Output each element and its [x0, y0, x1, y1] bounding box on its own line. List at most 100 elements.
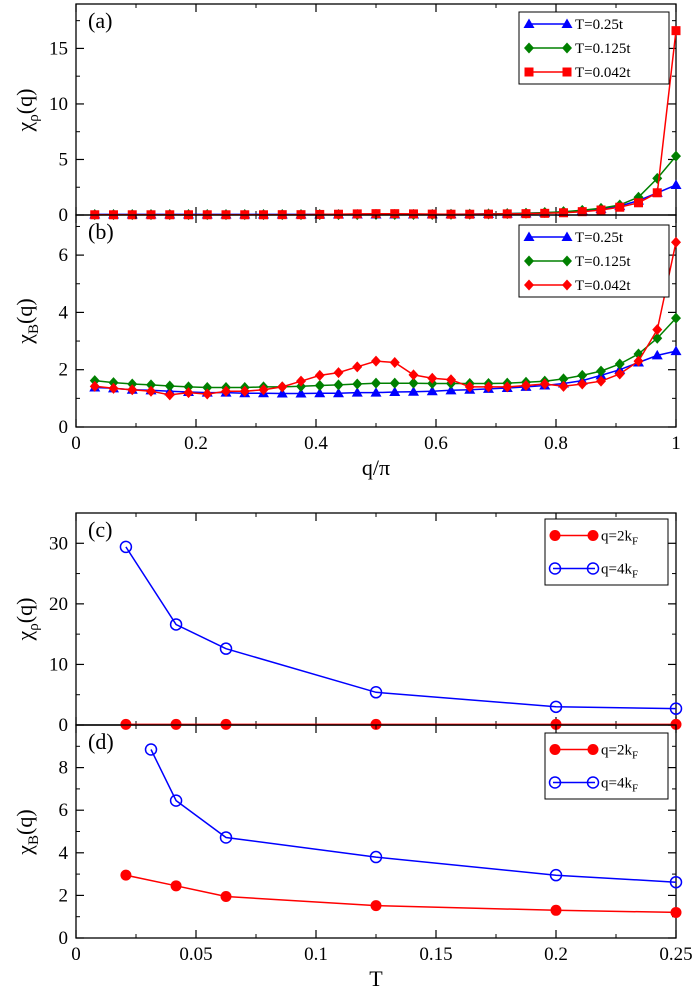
data-point	[596, 205, 606, 215]
data-point	[427, 209, 437, 219]
data-point	[219, 831, 233, 844]
legend: q=2kF q=4kF	[544, 518, 669, 586]
legend-marker	[549, 744, 561, 755]
data-point	[445, 384, 457, 395]
legend-label: T=0.25t	[575, 17, 624, 33]
data-point	[409, 209, 418, 219]
data-point	[615, 202, 625, 212]
data-point	[351, 387, 363, 397]
data-point	[333, 379, 344, 391]
legend-marker	[524, 255, 534, 267]
x-tick-label: 0.6	[424, 433, 448, 454]
x-tick-label: 0	[71, 433, 81, 454]
data-point	[670, 345, 682, 356]
series-2	[89, 312, 681, 393]
data-point	[183, 387, 194, 399]
y-axis-label: χρ(q)	[12, 89, 42, 133]
data-point	[427, 372, 438, 384]
data-point	[652, 188, 662, 198]
legend-marker	[524, 67, 534, 77]
data-point	[483, 381, 494, 393]
data-point	[389, 386, 401, 397]
legend: T=0.25t T=0.125t T=0.042t	[518, 11, 670, 85]
data-point	[170, 880, 182, 892]
series-2	[144, 743, 683, 889]
data-point	[333, 387, 344, 398]
data-point	[164, 389, 175, 401]
data-point	[369, 686, 383, 699]
data-point	[390, 209, 400, 219]
data-point	[221, 385, 231, 397]
data-point	[670, 179, 682, 190]
legend: T=0.25t T=0.125t T=0.042t	[518, 224, 670, 298]
data-point	[369, 850, 383, 864]
data-point	[558, 373, 569, 385]
data-point	[671, 150, 681, 162]
data-point	[108, 377, 119, 389]
data-point	[89, 380, 100, 392]
y-tick-label: 6	[59, 245, 69, 266]
data-point	[371, 355, 381, 367]
panel-label: (b)	[88, 219, 114, 244]
series-3	[89, 236, 681, 401]
x-tick-label: 0	[71, 944, 81, 965]
y-tick-label: 2	[59, 360, 69, 381]
data-point	[502, 209, 512, 219]
y-tick-label: 2	[59, 885, 69, 906]
data-point	[276, 387, 288, 398]
data-point	[314, 369, 325, 381]
data-point	[521, 379, 531, 391]
data-point	[408, 377, 419, 389]
legend-marker	[561, 231, 573, 241]
x-tick-label: 0.8	[544, 433, 568, 454]
legend-marker	[523, 18, 535, 28]
data-point	[465, 209, 475, 219]
panel-label: (a)	[88, 8, 112, 33]
y-axis-label: χB(q)	[12, 809, 42, 855]
data-point	[596, 365, 606, 377]
y-axis-label: χρ(q)	[12, 598, 42, 642]
y-tick-label: 5	[59, 149, 69, 170]
data-point	[652, 332, 663, 344]
y-tick-label: 20	[49, 594, 68, 615]
legend-marker	[524, 279, 534, 291]
panel-label: (c)	[88, 517, 112, 542]
x-axis-label: q/π	[362, 455, 390, 480]
x-tick-label: 0.4	[304, 433, 328, 454]
data-point	[446, 374, 456, 386]
legend-label: T=0.125t	[575, 41, 631, 57]
legend-marker	[586, 776, 600, 789]
data-point	[370, 387, 382, 397]
data-point	[108, 382, 119, 394]
series-line	[150, 749, 677, 883]
data-point	[220, 890, 232, 902]
series-line	[94, 155, 677, 216]
legend-label: T=0.25t	[575, 230, 624, 246]
legend-marker	[562, 67, 572, 77]
y-tick-label: 10	[49, 94, 68, 115]
y-tick-label: 6	[59, 800, 69, 821]
data-point	[314, 379, 325, 391]
data-point	[146, 379, 156, 391]
data-point	[89, 375, 100, 387]
data-point	[577, 207, 587, 217]
data-point	[614, 358, 625, 370]
data-point	[614, 368, 625, 380]
data-point	[559, 208, 568, 218]
data-point	[277, 381, 288, 393]
series-line	[125, 874, 677, 914]
data-point	[540, 208, 550, 218]
series-2	[89, 150, 681, 221]
legend-box	[544, 732, 669, 800]
data-point	[521, 209, 531, 219]
x-tick-label: 0.2	[184, 433, 208, 454]
data-point	[119, 540, 133, 554]
data-point	[370, 900, 382, 912]
data-point	[371, 209, 381, 219]
data-point	[352, 209, 362, 219]
legend-label: q=2kF	[601, 529, 638, 548]
y-tick-label: 4	[59, 302, 69, 323]
legend-marker	[562, 279, 572, 291]
data-point	[389, 377, 400, 389]
